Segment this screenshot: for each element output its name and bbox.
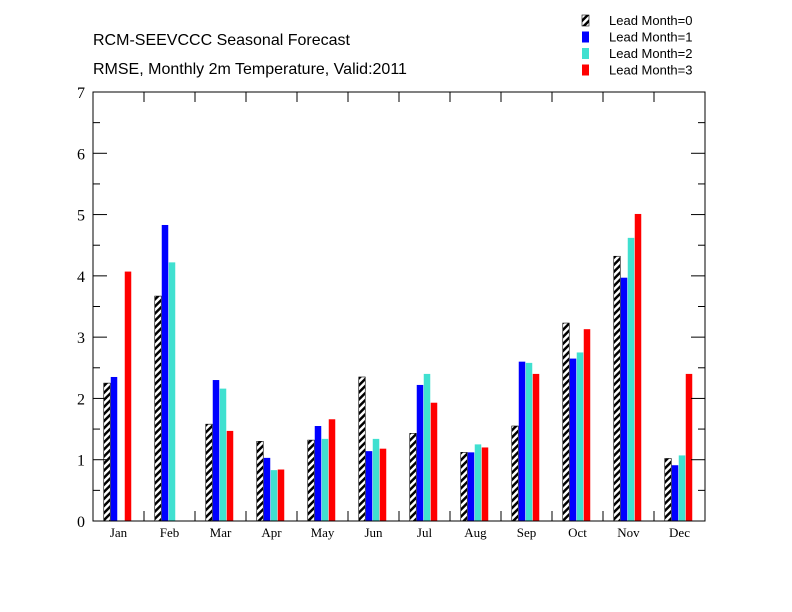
- bar-jul-series-1: [416, 384, 424, 521]
- bar-nov-series-1: [620, 277, 628, 521]
- bar-dec-series-1: [671, 465, 679, 521]
- bar-mar-series-0: [205, 423, 213, 522]
- bar-nov-series-2: [627, 237, 635, 522]
- bar-dec-series-2: [678, 455, 686, 521]
- bar-feb-series-0: [154, 295, 162, 522]
- legend-swatch: [581, 14, 590, 27]
- bar-sep-series-3: [532, 373, 540, 521]
- legend-label: Lead Month=1: [609, 30, 692, 45]
- bar-nov-series-3: [634, 213, 642, 521]
- bar-oct-series-2: [576, 352, 584, 521]
- axes: 0 1 2 3 4 5 6 7 Jan Feb Mar Apr May Jun Jul Aug Sep Oct No…: [77, 85, 706, 540]
- bar-oct-series-0: [562, 322, 570, 522]
- bar-may-series-2: [321, 438, 329, 521]
- bar-oct-series-3: [583, 329, 591, 521]
- x-tick-label: May: [311, 525, 335, 540]
- y-tick-label: 3: [77, 330, 85, 347]
- y-tick-label: 6: [77, 146, 85, 163]
- bar-may-series-3: [328, 419, 336, 521]
- y-tick-label: 7: [77, 85, 85, 102]
- bar-nov-series-0: [613, 255, 621, 522]
- bar-mar-series-3: [226, 430, 234, 521]
- x-tick-label: Jul: [417, 525, 433, 540]
- bar-apr-series-1: [263, 457, 271, 521]
- bar-aug-series-2: [474, 444, 482, 521]
- bar-mar-series-2: [219, 388, 227, 521]
- bar-feb-series-1: [161, 224, 169, 522]
- bar-may-series-1: [314, 426, 322, 521]
- x-tick-label: Nov: [617, 525, 640, 540]
- bar-jan-series-0: [103, 382, 111, 522]
- bar-jan-series-1: [110, 376, 118, 521]
- bar-jun-series-2: [372, 438, 380, 521]
- x-tick-label: Mar: [210, 525, 232, 540]
- bar-jul-series-3: [430, 402, 438, 521]
- bar-aug-series-1: [467, 452, 475, 521]
- legend-label: Lead Month=0: [609, 13, 692, 28]
- x-tick-label: Aug: [464, 525, 487, 540]
- x-tick-label: Apr: [261, 525, 282, 540]
- legend-swatch: [582, 48, 589, 59]
- bar-apr-series-2: [270, 470, 278, 521]
- bar-jun-series-0: [358, 376, 366, 522]
- bar-dec-series-0: [664, 458, 672, 522]
- bar-aug-series-3: [481, 447, 489, 521]
- bar-dec-series-3: [685, 373, 693, 521]
- y-tick-label: 4: [77, 269, 85, 286]
- legend-label: Lead Month=3: [609, 63, 692, 78]
- x-tick-label: Dec: [669, 525, 690, 540]
- bar-may-series-0: [307, 439, 315, 522]
- legend-label: Lead Month=2: [609, 46, 692, 61]
- y-tick-label: 2: [77, 391, 85, 408]
- y-tick-label: 5: [77, 208, 85, 225]
- bar-sep-series-2: [525, 362, 533, 521]
- chart-title: RCM-SEEVCCC Seasonal Forecast: [93, 32, 351, 49]
- x-tick-label: Jun: [364, 525, 383, 540]
- bar-sep-series-0: [511, 425, 519, 522]
- bar-sep-series-1: [518, 361, 526, 521]
- x-tick-label: Jan: [110, 525, 128, 540]
- x-tick-label: Oct: [568, 525, 587, 540]
- bar-feb-series-2: [168, 262, 176, 521]
- legend-swatch: [582, 31, 589, 43]
- bar-apr-series-3: [277, 469, 285, 521]
- bar-oct-series-1: [569, 358, 577, 521]
- y-tick-label: 0: [77, 514, 85, 531]
- plot-frame: [92, 91, 706, 522]
- bar-jul-series-2: [423, 373, 431, 521]
- bar-jul-series-0: [409, 433, 417, 522]
- bar-jan-series-3: [124, 271, 132, 521]
- bar-jun-series-3: [379, 448, 387, 521]
- y-tick-label: 1: [77, 453, 85, 470]
- legend-swatch: [582, 64, 589, 76]
- bar-aug-series-0: [460, 452, 468, 522]
- chart-subtitle: RMSE, Monthly 2m Temperature, Valid:2011: [93, 61, 407, 78]
- bar-apr-series-0: [256, 441, 264, 522]
- x-tick-label: Feb: [160, 525, 180, 540]
- bars: [103, 213, 693, 522]
- bar-jun-series-1: [365, 451, 373, 521]
- bar-mar-series-1: [212, 380, 220, 521]
- x-tick-label: Sep: [517, 525, 537, 540]
